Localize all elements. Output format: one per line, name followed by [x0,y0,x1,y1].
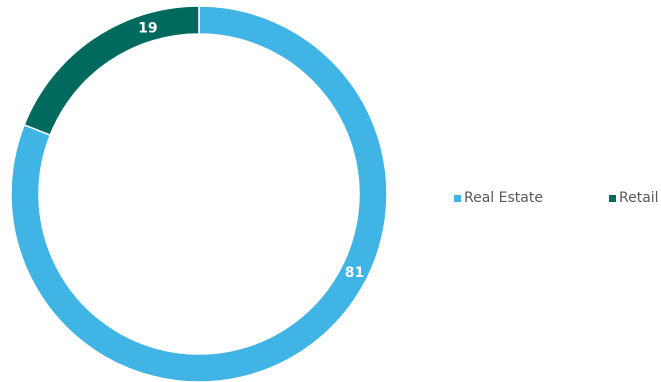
legend-swatch-real-estate [454,194,461,202]
data-label-real-estate: 81 [345,265,364,281]
slice-real-estate [10,5,388,382]
data-label-retail: 19 [138,21,157,37]
chart-legend: Real Estate Retail [454,189,659,207]
donut-plot-area: 81 19 [10,5,388,382]
legend-label-retail: Retail [619,190,659,206]
legend-label-real-estate: Real Estate [464,190,543,206]
slice-retail [23,5,200,137]
legend-item-retail: Retail [609,190,659,206]
legend-item-real-estate: Real Estate [454,190,609,206]
legend-swatch-retail [609,194,616,202]
